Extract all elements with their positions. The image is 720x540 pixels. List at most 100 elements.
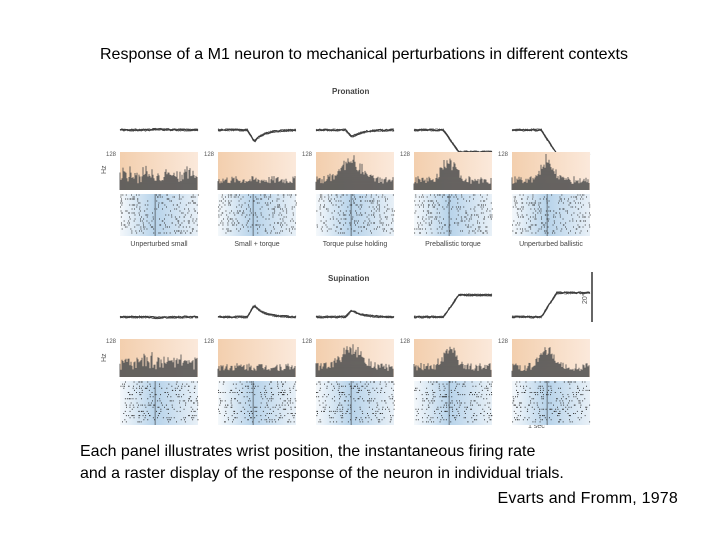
panel: 128 Unperturbed ballistic	[498, 128, 591, 248]
position-trace	[413, 128, 493, 154]
position-trace	[217, 306, 297, 319]
scale-128-label: 128	[498, 152, 509, 158]
time-scale-label: 1 sec	[528, 423, 545, 430]
position-trace	[316, 310, 395, 319]
position-trace	[413, 293, 493, 319]
raster-spikes	[120, 194, 199, 234]
scale-128-label: 128	[302, 339, 313, 345]
position-trace	[413, 293, 493, 319]
position-trace	[413, 128, 493, 154]
raster-background	[120, 381, 198, 425]
position-trace	[413, 293, 493, 319]
raster-background	[512, 194, 590, 236]
caption-line-1: Each panel illustrates wrist position, t…	[80, 443, 536, 460]
raster-background	[414, 194, 492, 236]
panel-label: Unperturbed ballistic	[519, 241, 583, 248]
position-trace	[511, 128, 591, 156]
raster-spikes	[512, 381, 591, 423]
neuron-response-figure: Pronation Supination Hz Hz 20° 1 sec 128…	[101, 87, 593, 430]
position-trace	[119, 128, 199, 132]
panel: 128	[106, 315, 199, 425]
raster-spikes	[218, 381, 297, 423]
panel: 128 Unperturbed small	[106, 127, 199, 248]
panel: 128 Torque pulse holding	[302, 128, 395, 248]
panel-label: Preballistic torque	[425, 241, 481, 248]
position-trace	[413, 128, 493, 154]
position-trace	[511, 291, 591, 319]
position-trace	[511, 128, 591, 156]
scale-128-label: 128	[498, 339, 509, 345]
histogram-bars	[315, 155, 394, 190]
position-trace	[413, 293, 493, 319]
raster-spikes	[414, 194, 493, 234]
position-trace	[511, 128, 591, 156]
angle-scale-label: 20°	[581, 293, 589, 304]
position-trace	[511, 128, 591, 156]
position-trace	[413, 128, 493, 154]
slide-title: Response of a M1 neuron to mechanical pe…	[99, 46, 628, 63]
panel-label: Unperturbed small	[130, 241, 188, 248]
raster-background	[218, 381, 296, 425]
histogram-bars	[413, 346, 492, 377]
histogram-bars	[217, 363, 296, 377]
rate-unit-label-bottom: Hz	[101, 353, 108, 362]
position-trace	[511, 291, 591, 319]
histogram-bars	[217, 176, 296, 190]
raster-spikes	[512, 194, 591, 234]
raster-spikes	[316, 194, 395, 234]
histogram-bars	[119, 165, 198, 190]
position-trace	[119, 315, 199, 319]
position-trace	[511, 291, 591, 319]
scale-128-label: 128	[204, 339, 215, 345]
position-trace	[511, 128, 591, 156]
position-trace	[413, 128, 493, 154]
raster-spikes	[414, 381, 493, 423]
scale-128-label: 128	[302, 152, 313, 158]
position-trace	[315, 310, 395, 319]
raster-background	[316, 381, 394, 425]
scale-128-label: 128	[400, 339, 411, 345]
raster-spikes	[218, 194, 297, 234]
scale-128-label: 128	[204, 152, 215, 158]
position-trace	[511, 291, 591, 319]
panel: 128 Preballistic torque	[400, 128, 493, 248]
position-trace	[413, 128, 493, 154]
panel-label: Torque pulse holding	[323, 241, 388, 248]
panel: 128	[498, 291, 591, 425]
histogram-bars	[413, 158, 492, 190]
raster-background	[120, 194, 198, 236]
raster-spikes	[120, 381, 199, 423]
histogram-bars	[511, 154, 590, 190]
caption: Each panel illustrates wrist position, t…	[80, 441, 690, 485]
scale-128-label: 128	[400, 152, 411, 158]
position-trace	[511, 291, 591, 319]
section-label-pronation: Pronation	[332, 87, 369, 96]
position-trace	[511, 128, 591, 156]
position-trace	[511, 128, 591, 156]
citation: Evarts and Fromm, 1978	[497, 490, 678, 507]
panel: 128 Small + torque	[204, 128, 297, 248]
position-trace	[119, 315, 199, 319]
raster-spikes	[316, 381, 395, 423]
rate-unit-label-top: Hz	[101, 165, 108, 174]
scale-128-label: 128	[106, 339, 117, 345]
position-trace	[413, 293, 493, 319]
section-label-supination: Supination	[328, 274, 369, 283]
raster-background	[414, 381, 492, 425]
panel: 128	[204, 304, 297, 425]
position-trace	[315, 128, 395, 137]
position-trace	[511, 291, 591, 319]
raster-background	[218, 194, 296, 236]
position-trace	[511, 291, 591, 319]
histogram-bars	[119, 352, 198, 377]
histogram-bars	[511, 347, 590, 377]
panel-label: Small + torque	[234, 241, 279, 248]
scale-128-label: 128	[106, 152, 117, 158]
position-trace	[217, 128, 297, 141]
panel: 128	[302, 309, 395, 425]
raster-background	[316, 194, 394, 236]
position-trace	[413, 128, 493, 154]
panel: 128	[400, 293, 493, 425]
position-trace	[413, 293, 493, 319]
